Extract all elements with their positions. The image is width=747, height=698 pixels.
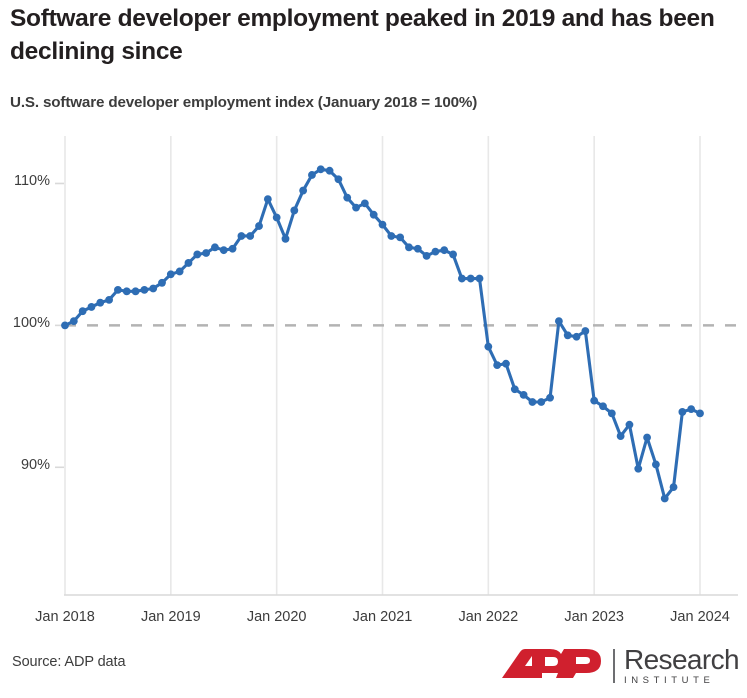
line-chart: 90% 100% 110% Jan 2018 Jan 2019 Jan 2020 Jan … [0,130,747,630]
source-note: Source: ADP data [12,654,126,670]
x-axis-tick-label: Jan 2020 [246,609,307,625]
chart-svg [55,136,738,596]
x-axis-tick-label: Jan 2019 [140,609,201,625]
logo-divider [612,649,615,683]
x-axis-tick-label: Jan 2022 [458,609,519,625]
grid-lines [64,136,701,595]
page-title: Software developer employment peaked in … [10,5,715,65]
x-axis-tick-label: Jan 2024 [670,609,730,625]
logo-institute-label: INSTITUTE [623,675,715,686]
logo-research-label: Research [623,644,740,675]
y-axis-tick-label: 90% [20,457,50,474]
logo-text-group: Research INSTITUTE [623,644,740,687]
data-markers [61,165,704,503]
adp-logo-icon: ADP [501,649,601,678]
chart-subtitle: U.S. software developer employment index… [10,94,478,111]
x-axis-tick-label: Jan 2021 [352,609,413,625]
x-axis-tick-label: Jan 2018 [35,609,95,625]
y-axis-tick-label: 110% [13,173,50,190]
y-axis-tick-label: 100% [12,315,50,332]
x-axis-tick-label: Jan 2023 [564,609,624,625]
adp-research-institute-logo: ADP Research INSTITUTE [498,644,740,688]
